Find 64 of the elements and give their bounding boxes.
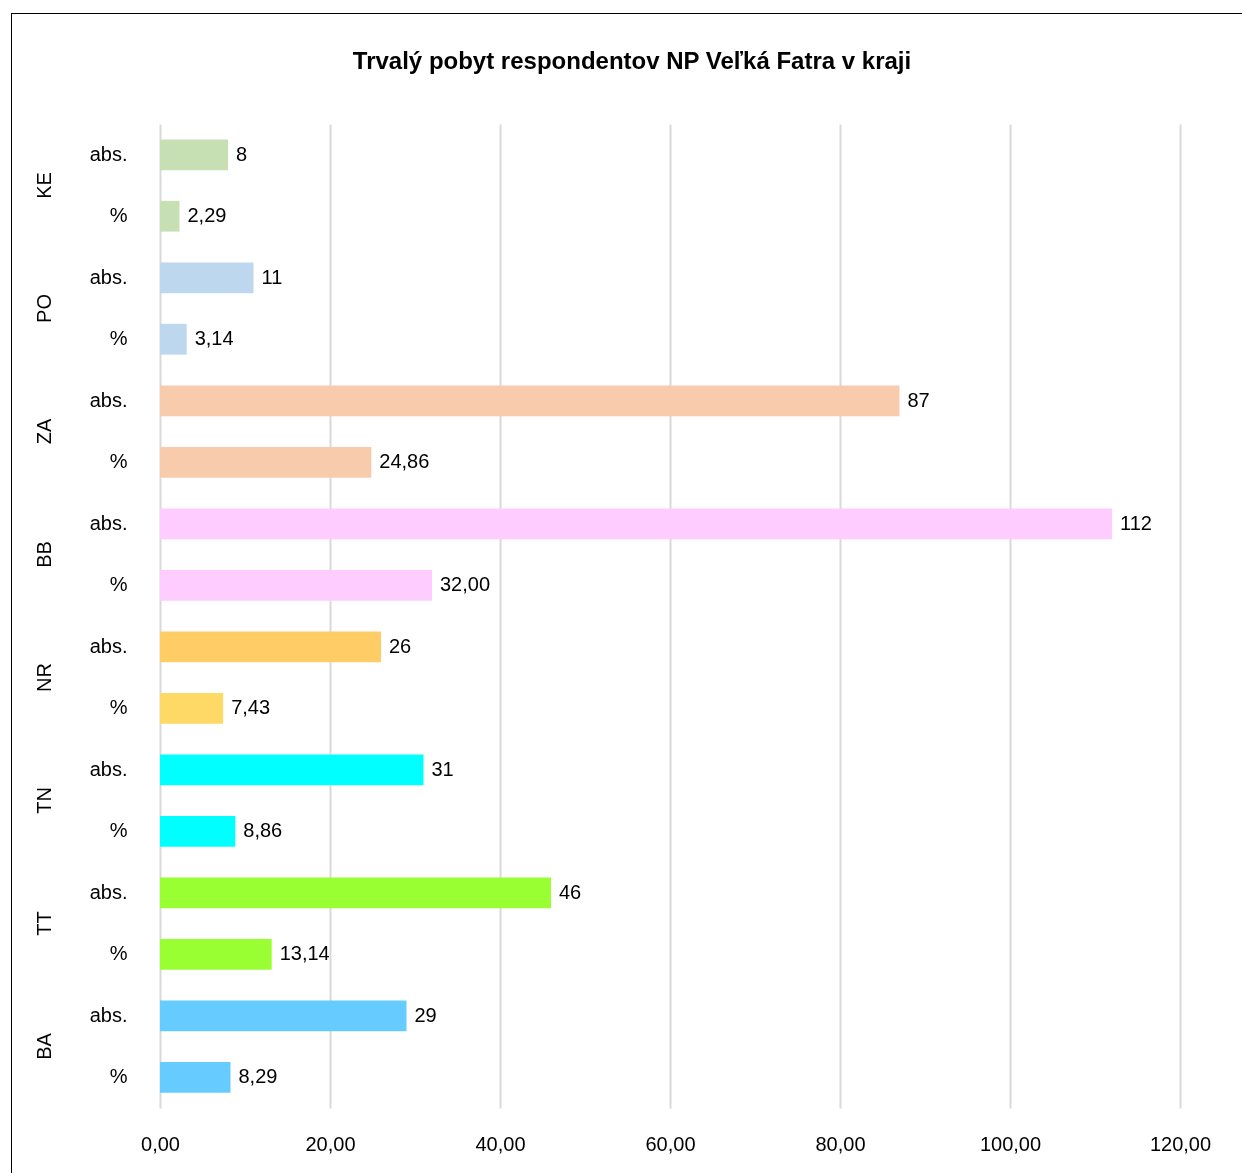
y-tick-label: abs. — [89, 388, 128, 411]
chart-title: Trvalý pobyt respondentov NP Veľká Fatra v kraji — [352, 47, 912, 74]
data-label: 32,00 — [440, 573, 491, 596]
y-tick-label: abs. — [89, 265, 128, 288]
data-label: 26 — [389, 634, 412, 657]
bar — [160, 815, 236, 847]
bar — [160, 938, 272, 970]
bar — [160, 200, 180, 232]
bar — [160, 692, 224, 724]
data-label: 31 — [431, 757, 454, 780]
x-tick-label: 80,00 — [815, 1132, 866, 1155]
data-label: 11 — [261, 265, 283, 288]
bar — [160, 385, 900, 417]
data-label: 46 — [559, 880, 582, 903]
data-label: 7,43 — [231, 696, 271, 719]
bar — [160, 446, 372, 478]
text: BA — [33, 1032, 55, 1060]
bar — [160, 1061, 231, 1093]
x-tick-label: 20,00 — [305, 1132, 356, 1155]
y-tick-label: % — [109, 573, 128, 596]
data-label: 8,86 — [243, 819, 283, 842]
data-label: 13,14 — [279, 942, 330, 965]
bar — [160, 508, 1112, 540]
x-tick-label: 100,00 — [979, 1132, 1042, 1155]
y-tick-label: % — [109, 696, 128, 719]
y-tick-label: abs. — [89, 1003, 128, 1026]
data-label: 87 — [907, 388, 930, 411]
text: ZA — [33, 418, 55, 445]
y-tick-label: % — [109, 819, 128, 842]
x-tick-label: 120,00 — [1149, 1132, 1212, 1155]
y-tick-label: % — [109, 327, 128, 350]
bar — [160, 1000, 407, 1032]
text: TT — [33, 911, 55, 936]
bar — [160, 569, 432, 601]
y-tick-label: % — [109, 1065, 128, 1088]
text: BB — [33, 541, 55, 568]
bar — [160, 631, 381, 663]
bar — [160, 323, 187, 355]
x-tick-label: 0,00 — [141, 1132, 180, 1155]
data-label: 29 — [414, 1003, 437, 1026]
y-tick-label: abs. — [89, 142, 128, 165]
y-tick-label: abs. — [89, 634, 128, 657]
data-label: 8 — [236, 142, 248, 165]
y-tick-label: abs. — [89, 880, 128, 903]
data-label: 2,29 — [187, 204, 227, 227]
text: TN — [33, 787, 55, 814]
data-label: 112 — [1120, 511, 1152, 534]
text: KE — [33, 172, 55, 199]
data-label: 3,14 — [194, 327, 234, 350]
text: NR — [33, 663, 55, 692]
bar — [160, 139, 228, 171]
y-tick-label: abs. — [89, 757, 128, 780]
data-label: 8,29 — [238, 1065, 278, 1088]
x-tick-label: 60,00 — [645, 1132, 696, 1155]
y-tick-label: abs. — [89, 511, 128, 534]
y-tick-label: % — [109, 942, 128, 965]
text: PO — [33, 294, 55, 323]
y-tick-label: % — [109, 204, 128, 227]
bar — [160, 262, 254, 294]
bar — [160, 754, 424, 786]
y-tick-label: % — [109, 450, 128, 473]
data-label: 24,86 — [379, 450, 430, 473]
x-tick-label: 40,00 — [475, 1132, 526, 1155]
bar — [160, 877, 551, 909]
